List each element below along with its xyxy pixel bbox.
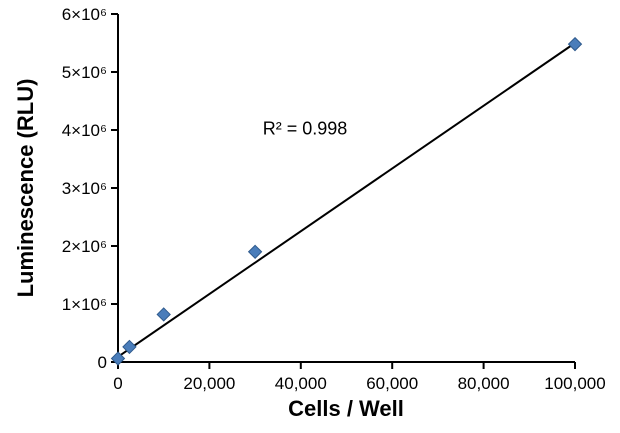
x-tick-label: 0 (113, 374, 122, 393)
x-tick-label: 20,000 (183, 374, 235, 393)
y-tick-label: 3×10⁶ (62, 179, 107, 198)
y-tick-label: 4×10⁶ (62, 121, 107, 140)
y-tick-label: 6×10⁶ (62, 5, 107, 24)
y-tick-label: 2×10⁶ (62, 237, 107, 256)
data-point (122, 339, 137, 355)
data-point (567, 36, 583, 52)
y-tick-label: 0 (98, 353, 107, 372)
r-squared-annotation: R² = 0.998 (262, 118, 348, 139)
y-axis-title: Luminescence (RLU) (13, 78, 38, 298)
x-axis-title: Cells / Well (288, 396, 404, 421)
x-tick-label: 40,000 (275, 374, 327, 393)
x-tick-label: 60,000 (366, 374, 418, 393)
x-tick-label: 80,000 (458, 374, 510, 393)
data-point (110, 351, 126, 366)
trendline (117, 42, 576, 358)
x-tick-label: 100,000 (544, 374, 605, 393)
y-tick-label: 5×10⁶ (62, 63, 107, 82)
y-tick-label: 1×10⁶ (62, 295, 107, 314)
data-point (156, 307, 171, 322)
data-point (247, 244, 263, 260)
